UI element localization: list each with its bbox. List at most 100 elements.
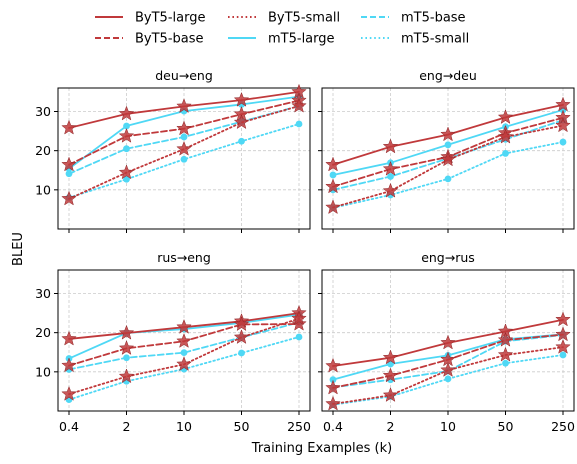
series-byt5-small: [61, 97, 307, 206]
panel-title: eng→rus: [421, 250, 475, 265]
point-dot: [502, 150, 509, 157]
point-dot: [387, 173, 394, 180]
point-dot: [180, 133, 188, 141]
point-star: [555, 96, 571, 112]
series-mt5-large: [329, 106, 567, 179]
point-star: [61, 119, 77, 135]
point-star: [233, 316, 250, 332]
point-star: [176, 120, 192, 136]
point-star: [440, 126, 456, 142]
y-tick-label: 10: [35, 182, 51, 197]
point-star: [233, 91, 250, 107]
point-star: [118, 105, 135, 121]
point-star: [382, 160, 399, 176]
panel-0: 10 20 30 deu→eng: [35, 68, 311, 233]
point-star: [118, 127, 135, 143]
point-dot: [444, 375, 452, 383]
point-dot: [329, 171, 337, 179]
series-byt5-large: [325, 96, 571, 172]
point-star: [440, 151, 456, 167]
x-tick-label: 0.4: [59, 419, 79, 434]
y-tick-label: 20: [35, 143, 51, 158]
y-tick-label: 30: [35, 104, 51, 119]
point-dot: [238, 349, 245, 357]
panel-1: eng→deu: [318, 68, 575, 233]
series-byt5-small: [325, 117, 571, 215]
point-star: [440, 334, 456, 350]
point-dot: [180, 349, 188, 357]
point-dot: [444, 175, 452, 183]
point-dot: [559, 351, 567, 359]
point-star: [497, 331, 514, 347]
point-star: [61, 357, 77, 373]
y-tick-label: 30: [35, 286, 51, 301]
series-byt5-large: [61, 83, 307, 135]
point-star: [497, 346, 514, 362]
point-star: [291, 97, 307, 113]
point-star: [382, 349, 399, 365]
point-star: [176, 140, 192, 156]
point-star: [176, 318, 192, 334]
point-dot: [238, 137, 245, 145]
point-dot: [123, 175, 130, 183]
point-star: [176, 356, 192, 372]
point-star: [555, 338, 571, 354]
point-star: [118, 368, 135, 384]
point-star: [61, 190, 77, 206]
legend-label-byt5-base: ByT5-base: [135, 32, 204, 47]
point-dot: [559, 138, 567, 146]
y-tick-label: 20: [35, 325, 51, 340]
point-dot: [295, 120, 303, 128]
x-tick-label: 0.4: [323, 419, 343, 434]
x-tick-label: 250: [551, 419, 575, 434]
panel-title: eng→deu: [419, 68, 477, 83]
point-star: [176, 333, 192, 348]
point-star: [118, 164, 135, 180]
legend-label-byt5-small: ByT5-small: [268, 11, 340, 26]
point-star: [291, 310, 307, 326]
point-star: [497, 128, 514, 144]
panel-2: 10 20 30 0.4 2 10 50 250 rus→eng: [35, 250, 311, 434]
panel-title: rus→eng: [157, 250, 211, 265]
point-star: [325, 178, 341, 194]
point-star: [325, 199, 341, 215]
point-dot: [123, 145, 130, 153]
point-star: [233, 329, 250, 344]
point-dot: [329, 376, 337, 384]
point-dot: [502, 359, 509, 367]
x-tick-label: 10: [440, 419, 456, 434]
point-star: [176, 98, 192, 114]
point-star: [291, 315, 307, 331]
point-dot: [65, 170, 73, 178]
x-tick-label: 2: [387, 419, 395, 434]
point-dot: [444, 141, 452, 149]
x-tick-label: 10: [176, 419, 192, 434]
point-star: [440, 362, 456, 377]
point-star: [325, 395, 341, 411]
point-star: [382, 367, 399, 383]
point-dot: [295, 333, 303, 341]
x-tick-label: 50: [234, 419, 250, 434]
series-byt5-base: [61, 315, 307, 373]
point-dot: [123, 122, 130, 130]
legend-label-mt5-large: mT5-large: [268, 32, 335, 47]
x-tick-label: 50: [498, 419, 514, 434]
point-star: [325, 357, 341, 373]
x-axis-label: Training Examples (k): [251, 441, 392, 456]
point-star: [555, 326, 571, 342]
series-mt5-small: [65, 120, 303, 202]
point-star: [61, 330, 77, 346]
y-axis-label: BLEU: [11, 232, 26, 266]
legend-label-mt5-small: mT5-small: [401, 32, 469, 47]
point-star: [382, 387, 399, 402]
x-tick-label: 2: [123, 419, 131, 434]
point-star: [61, 385, 77, 401]
series-byt5-small: [325, 338, 571, 411]
series-byt5-base: [325, 326, 571, 395]
panel-title: deu→eng: [155, 68, 213, 83]
point-dot: [123, 354, 130, 362]
point-star: [555, 117, 571, 133]
point-star: [382, 138, 399, 154]
